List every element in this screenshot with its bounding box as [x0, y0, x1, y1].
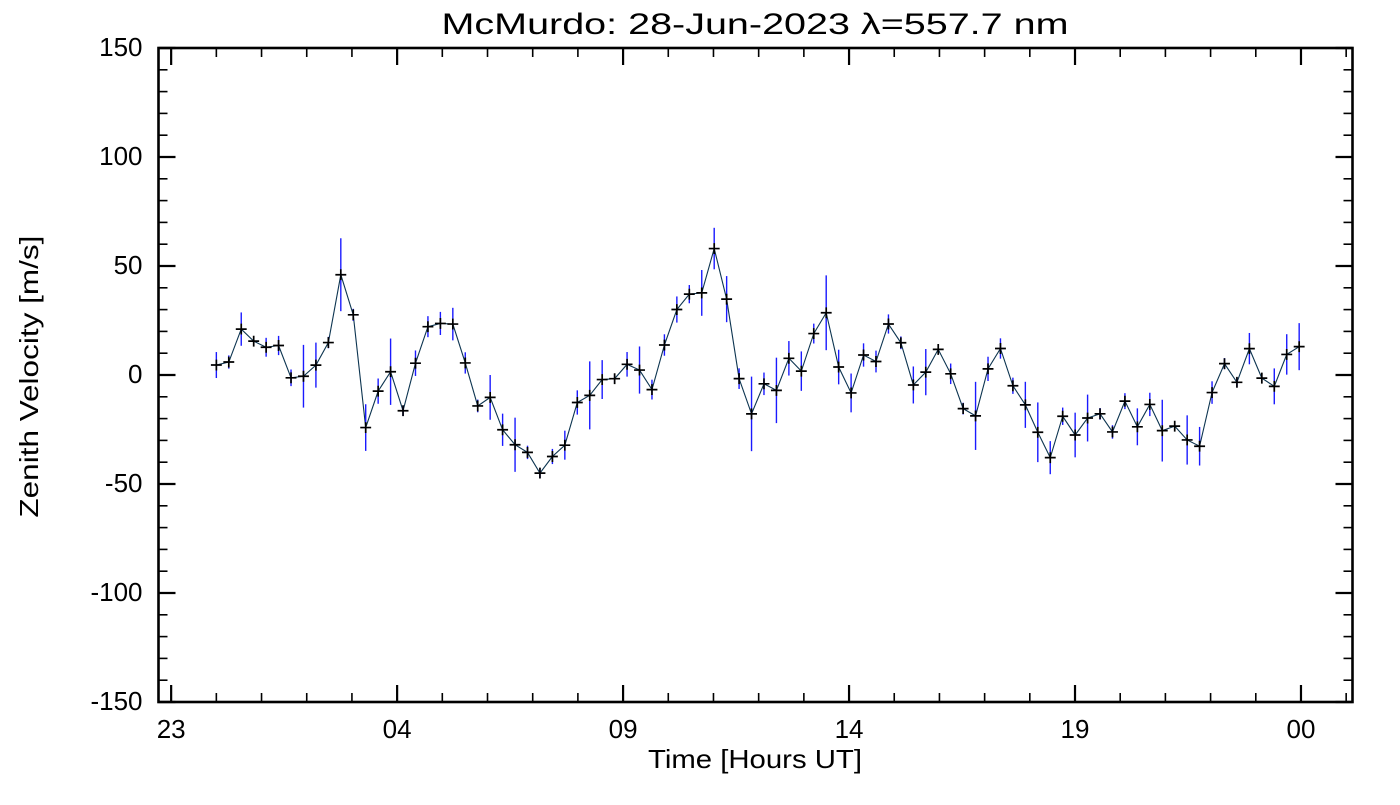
svg-text:0: 0 [128, 359, 142, 389]
svg-text:23: 23 [157, 714, 186, 744]
svg-text:19: 19 [1061, 714, 1090, 744]
svg-text:50: 50 [114, 250, 143, 280]
svg-text:00: 00 [1287, 714, 1316, 744]
svg-text:Time [Hours UT]: Time [Hours UT] [648, 744, 862, 774]
svg-text:150: 150 [99, 32, 142, 62]
svg-text:04: 04 [383, 714, 412, 744]
svg-text:McMurdo: 28-Jun-2023 λ=557.7: McMurdo: 28-Jun-2023 λ=557.7 nm [442, 8, 1069, 41]
svg-text:09: 09 [609, 714, 638, 744]
svg-text:100: 100 [99, 141, 142, 171]
svg-text:-150: -150 [90, 686, 142, 716]
svg-text:-50: -50 [105, 468, 143, 498]
svg-text:14: 14 [835, 714, 864, 744]
svg-text:-100: -100 [90, 577, 142, 607]
svg-text:Zenith Velocity [m/s]: Zenith Velocity [m/s] [14, 236, 44, 518]
